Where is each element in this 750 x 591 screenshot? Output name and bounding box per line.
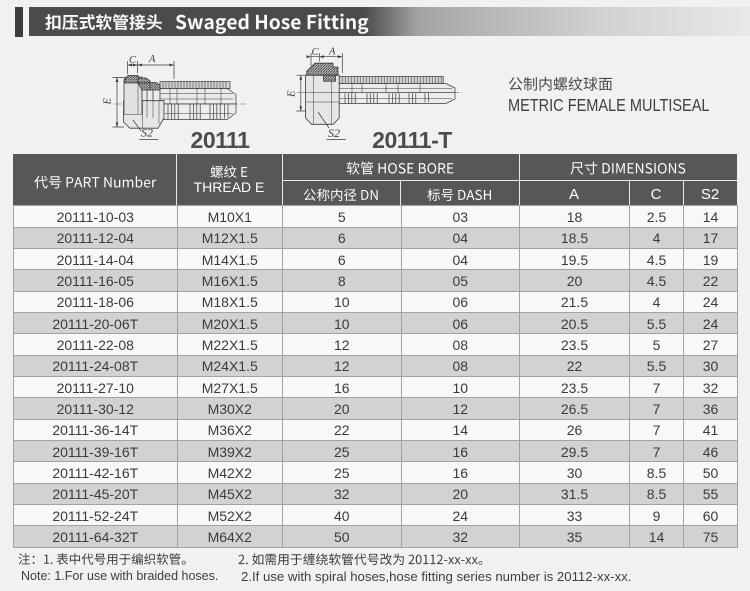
svg-text:C: C — [312, 47, 320, 58]
svg-text:E: E — [103, 98, 114, 106]
svg-text:A: A — [148, 54, 156, 65]
svg-text:C: C — [129, 55, 137, 66]
svg-text:S2: S2 — [328, 126, 340, 140]
svg-text:S2: S2 — [141, 126, 153, 140]
svg-text:E: E — [287, 90, 298, 98]
svg-text:A: A — [328, 47, 336, 58]
